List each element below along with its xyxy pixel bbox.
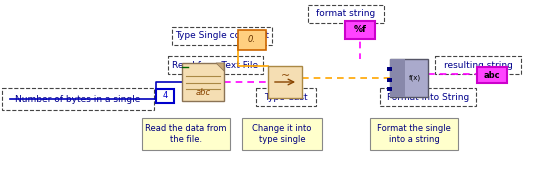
Bar [238,30,266,50]
Bar [370,118,458,150]
Text: format string: format string [316,9,376,19]
Bar [477,67,507,83]
Text: Format Into String: Format Into String [387,92,469,102]
Bar [380,88,476,106]
Polygon shape [216,63,224,71]
Text: abc: abc [484,70,500,80]
Text: resulting string: resulting string [444,60,513,70]
Text: Format the single
into a string: Format the single into a string [377,124,451,144]
Bar [345,21,375,39]
Text: Change it into
type single: Change it into type single [253,124,312,144]
Text: Type Cast: Type Cast [264,92,308,102]
Bar [387,78,392,82]
Bar [435,56,521,74]
Text: Read from Text File: Read from Text File [172,60,258,70]
Text: ~: ~ [280,71,289,81]
Bar [387,66,392,70]
Bar [387,87,392,91]
Text: 4: 4 [163,92,167,100]
Bar [2,88,154,110]
Bar [168,56,263,74]
Bar [172,27,272,45]
Text: abc: abc [195,88,211,97]
Bar [156,89,174,103]
Text: f(x): f(x) [409,75,421,81]
Bar [256,88,316,106]
Bar [268,66,302,98]
Bar [242,118,322,150]
Bar [390,59,428,97]
Text: Number of bytes in a single: Number of bytes in a single [16,94,141,104]
Text: %f: %f [354,25,366,35]
Bar [182,63,224,101]
Bar [308,5,384,23]
Text: Type Single constant: Type Single constant [175,31,269,41]
Text: 0.: 0. [248,35,256,45]
Text: Read the data from
the file.: Read the data from the file. [145,124,227,144]
Bar [142,118,230,150]
Bar [390,59,405,97]
